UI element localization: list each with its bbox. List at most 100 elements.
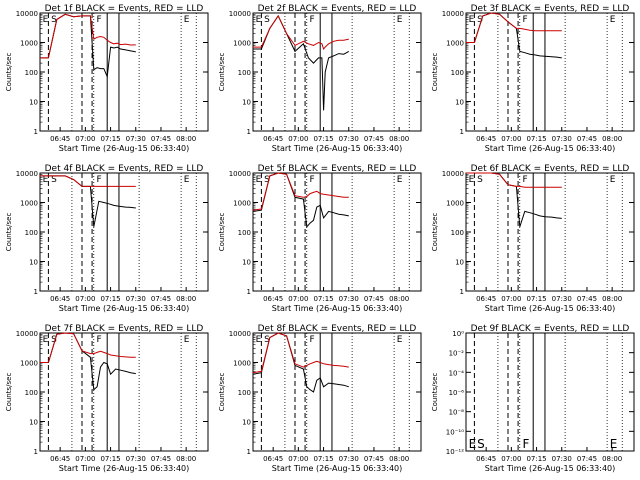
x-tick-label: 06:45 <box>263 455 283 463</box>
phase-label: E <box>397 335 403 345</box>
plot-frame <box>39 172 209 292</box>
phase-label: F <box>309 335 314 345</box>
series-lld <box>466 12 562 43</box>
chart-title: Det 1f BLACK = Events, RED = LLD <box>45 4 204 14</box>
panel-5: Det 5f BLACK = Events, RED = LLD Counts/s… <box>218 164 422 313</box>
y-tick-label: 1 <box>247 448 251 456</box>
x-tick-label: 07:15 <box>526 135 546 143</box>
chart-title: Det 2f BLACK = Events, RED = LLD <box>258 4 417 14</box>
phase-label: S <box>51 335 57 345</box>
x-tick-label: 07:00 <box>75 135 95 143</box>
x-tick-label: 07:15 <box>526 295 546 303</box>
panel-8: Det 8f BLACK = Events, RED = LLD Counts/s… <box>218 324 422 473</box>
y-axis-label: Counts/sec <box>5 53 13 92</box>
x-tick-label: 08:00 <box>176 295 196 303</box>
x-axis-label: Start Time (26-Aug-15 06:33:40) <box>59 144 190 153</box>
x-tick-label: 07:15 <box>313 295 333 303</box>
x-tick-label: 07:00 <box>75 295 95 303</box>
plot-frame <box>39 12 209 132</box>
x-tick-label: 07:00 <box>288 135 308 143</box>
y-tick-label: 10000 <box>16 170 38 178</box>
x-axis-label: Start Time (26-Aug-15 06:33:40) <box>272 464 403 473</box>
x-tick-label: 07:45 <box>577 135 597 143</box>
x-tick-label: 08:00 <box>176 135 196 143</box>
panel-1: Det 1f BLACK = Events, RED = LLD Counts/s… <box>5 4 209 153</box>
x-tick-label: 07:45 <box>151 455 171 463</box>
panel-6: Det 6f BLACK = Events, RED = LLD Counts/s… <box>431 164 635 313</box>
x-tick-label: 08:00 <box>602 295 622 303</box>
phase-label: E <box>256 175 262 185</box>
series-events <box>253 14 350 111</box>
x-tick-label: 07:15 <box>313 135 333 143</box>
y-axis-label: Counts/sec <box>218 213 226 252</box>
y-tick-label: 1 <box>34 448 38 456</box>
x-tick-label: 08:00 <box>389 455 409 463</box>
x-tick-label: 07:45 <box>577 455 597 463</box>
x-tick-label: 08:00 <box>389 135 409 143</box>
y-tick-label: 1000 <box>20 40 38 48</box>
x-tick-label: 06:45 <box>263 295 283 303</box>
x-tick-label: 07:45 <box>364 135 384 143</box>
phase-label: S <box>477 437 485 451</box>
phase-label: E <box>184 335 190 345</box>
series-lld <box>40 332 136 363</box>
x-tick-label: 06:45 <box>50 295 70 303</box>
x-tick-label: 06:45 <box>50 455 70 463</box>
phase-label: F <box>309 175 314 185</box>
series-lld <box>252 332 349 374</box>
chart-title: Det 7f BLACK = Events, RED = LLD <box>45 324 204 334</box>
phase-label: E <box>397 175 403 185</box>
phase-label: S <box>264 175 270 185</box>
x-tick-label: 07:45 <box>577 295 597 303</box>
x-tick-label: 07:30 <box>552 295 572 303</box>
x-tick-label: 06:45 <box>476 135 496 143</box>
x-tick-label: 06:45 <box>263 135 283 143</box>
phase-label: E <box>256 335 262 345</box>
x-tick-label: 07:00 <box>288 295 308 303</box>
plot-frame <box>465 332 635 452</box>
y-tick-label: 10000 <box>229 170 251 178</box>
phase-label: E <box>610 437 618 451</box>
x-tick-label: 07:45 <box>151 295 171 303</box>
y-axis-label: Counts/sec <box>431 53 439 92</box>
x-axis-label: Start Time (26-Aug-15 06:33:40) <box>59 464 190 473</box>
y-tick-label: 10⁻⁴ <box>449 369 465 377</box>
y-tick-label: 10 <box>29 99 38 107</box>
plot-frame <box>39 332 209 452</box>
phase-label: E <box>43 335 49 345</box>
phase-label: E <box>469 175 475 185</box>
y-tick-label: 1000 <box>20 360 38 368</box>
chart-title: Det 3f BLACK = Events, RED = LLD <box>471 4 630 14</box>
panel-2: Det 2f BLACK = Events, RED = LLD Counts/s… <box>218 4 422 153</box>
phase-label: E <box>43 175 49 185</box>
phase-label: F <box>96 15 101 25</box>
y-tick-label: 10 <box>29 419 38 427</box>
x-tick-label: 07:45 <box>364 295 384 303</box>
plot-frame <box>252 12 422 132</box>
chart-title: Det 9f BLACK = Events, RED = LLD <box>471 324 630 334</box>
panel-9: Det 9f BLACK = Events, RED = LLD Counts/s… <box>431 324 635 473</box>
phase-label: S <box>264 335 270 345</box>
chart-title: Det 4f BLACK = Events, RED = LLD <box>45 164 204 174</box>
x-axis-label: Start Time (26-Aug-15 06:33:40) <box>485 144 616 153</box>
y-tick-label: 10⁰ <box>452 330 464 338</box>
y-axis-label: Counts/sec <box>5 373 13 412</box>
y-tick-label: 10⁻² <box>449 350 465 358</box>
x-tick-label: 07:15 <box>100 455 120 463</box>
y-tick-label: 10⁻⁸ <box>449 409 465 417</box>
panel-3: Det 3f BLACK = Events, RED = LLD Counts/s… <box>431 4 635 153</box>
x-tick-label: 07:30 <box>552 455 572 463</box>
phase-label: E <box>184 175 190 185</box>
y-axis-label: Counts/sec <box>218 53 226 92</box>
y-tick-label: 10 <box>455 259 464 267</box>
y-axis-label: Counts/sec <box>5 213 13 252</box>
x-tick-label: 08:00 <box>389 295 409 303</box>
x-axis-label: Start Time (26-Aug-15 06:33:40) <box>272 144 403 153</box>
y-tick-label: 100 <box>238 389 251 397</box>
phase-label: S <box>264 15 270 25</box>
y-tick-label: 100 <box>238 69 251 77</box>
y-tick-label: 10 <box>455 99 464 107</box>
phase-label: E <box>469 437 477 451</box>
x-tick-label: 07:30 <box>339 455 359 463</box>
x-tick-label: 07:00 <box>501 455 521 463</box>
